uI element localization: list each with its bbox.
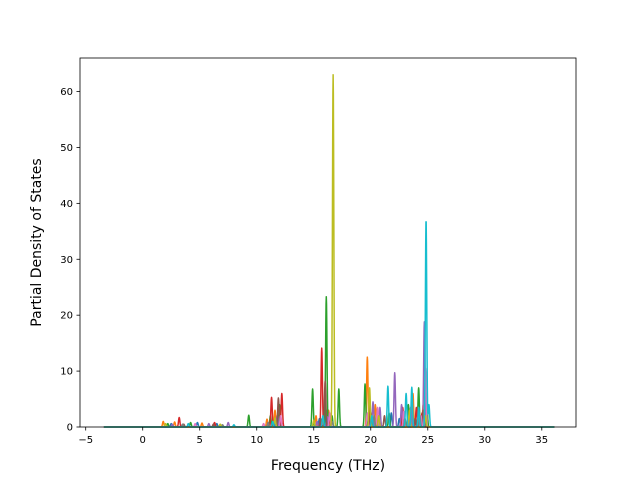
- y-axis-label: Partial Density of States: [29, 158, 45, 326]
- x-tick-label: 25: [421, 435, 434, 446]
- x-tick-label: 10: [250, 435, 263, 446]
- series-line-9: [103, 74, 555, 428]
- x-tick-label: 20: [364, 435, 377, 446]
- series-lines: [103, 74, 555, 428]
- x-tick-label: 30: [478, 435, 491, 446]
- x-tick-label: 0: [140, 435, 146, 446]
- y-tick-label: 10: [60, 367, 73, 378]
- y-tick-label: 60: [60, 87, 73, 98]
- x-axis-label: Frequency (THz): [271, 458, 385, 474]
- x-axis-ticks: −5 0 5 10 15 20 25 30 35: [78, 427, 548, 446]
- series-line-7: [103, 367, 555, 428]
- y-tick-label: 40: [60, 199, 73, 210]
- x-tick-label: 15: [307, 435, 320, 446]
- y-axis-ticks: 0 10 20 30 40 50 60: [60, 87, 80, 434]
- y-tick-label: 30: [60, 255, 73, 266]
- x-tick-label: −5: [78, 435, 93, 446]
- plot-area-frame: [79, 57, 577, 428]
- series-line-3: [103, 295, 555, 428]
- series-line-10: [103, 221, 555, 428]
- x-tick-label: 35: [535, 435, 548, 446]
- y-tick-label: 20: [60, 311, 73, 322]
- x-tick-label: 5: [197, 435, 203, 446]
- y-tick-label: 0: [67, 423, 73, 434]
- y-tick-label: 50: [60, 143, 73, 154]
